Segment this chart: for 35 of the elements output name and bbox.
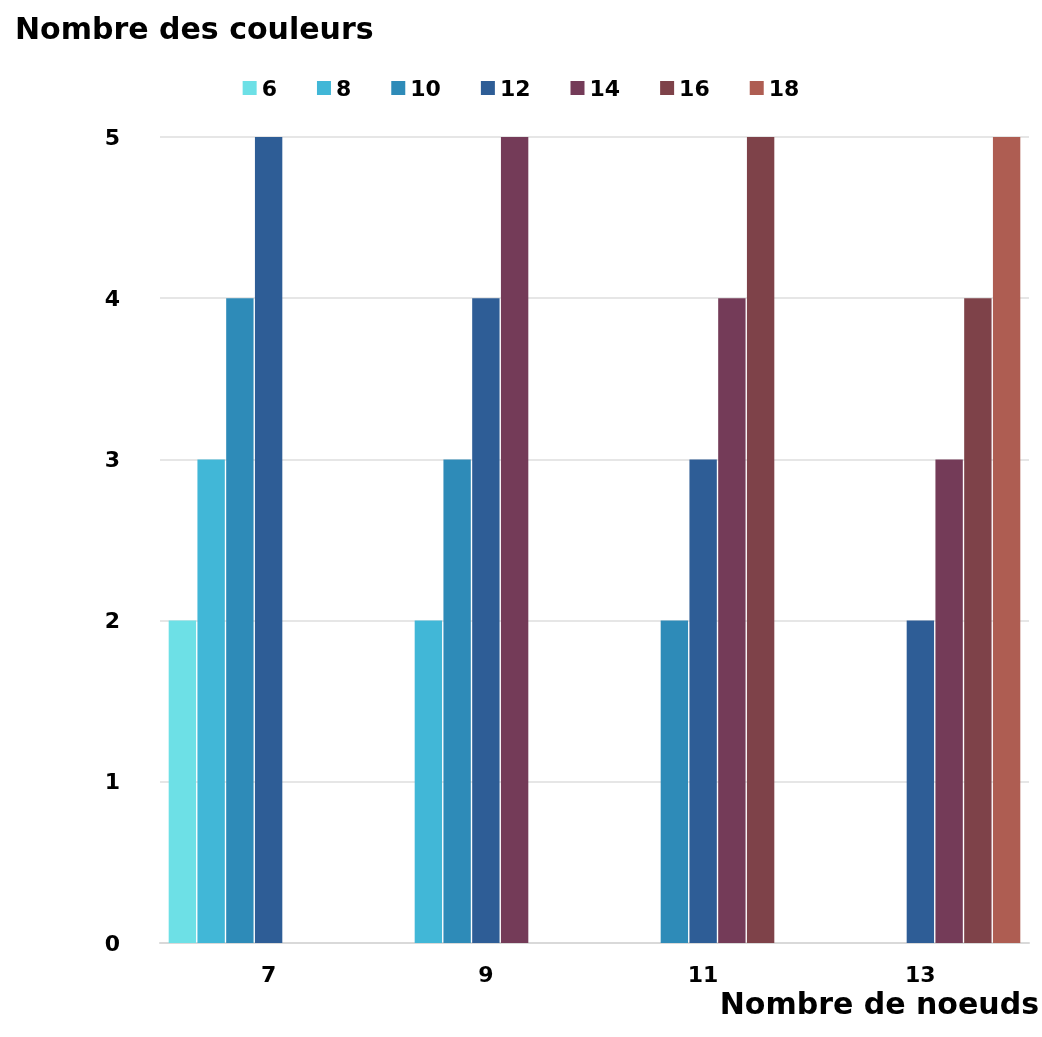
- bar: [197, 459, 225, 943]
- bar: [906, 620, 935, 943]
- y-tick-label: 5: [104, 124, 120, 150]
- legend-label: 14: [589, 75, 621, 101]
- bar: [935, 459, 963, 943]
- legend-label: 10: [410, 75, 441, 101]
- bar: [168, 620, 197, 943]
- y-tick-label: 2: [104, 608, 120, 634]
- y-tick-label: 1: [104, 769, 120, 795]
- x-axis-title: Nombre de noeuds: [719, 985, 1039, 1021]
- y-tick-label: 3: [104, 446, 120, 472]
- legend-label: 18: [768, 75, 800, 101]
- x-tick-label: 13: [905, 961, 936, 987]
- bar: [689, 459, 717, 943]
- y-tick-label: 0: [104, 930, 120, 956]
- bar: [500, 137, 529, 943]
- bar: [992, 137, 1021, 943]
- x-tick-label: 7: [260, 961, 277, 987]
- bar: [718, 298, 746, 943]
- legend-label: 16: [679, 75, 710, 101]
- legend-label: 6: [261, 75, 277, 101]
- bar: [472, 298, 500, 943]
- bar: [964, 298, 992, 943]
- x-tick-label: 11: [687, 961, 719, 987]
- x-tick-label: 9: [478, 961, 494, 987]
- legend-label: 12: [499, 75, 531, 101]
- bar: [443, 459, 471, 943]
- bar: [414, 620, 443, 943]
- chart-title: Nombre des couleurs: [15, 10, 374, 46]
- bar: [254, 137, 283, 943]
- bar: [226, 298, 254, 943]
- y-tick-label: 4: [104, 285, 120, 311]
- bar: [746, 137, 775, 943]
- bar: [660, 620, 689, 943]
- legend-label: 8: [335, 75, 352, 101]
